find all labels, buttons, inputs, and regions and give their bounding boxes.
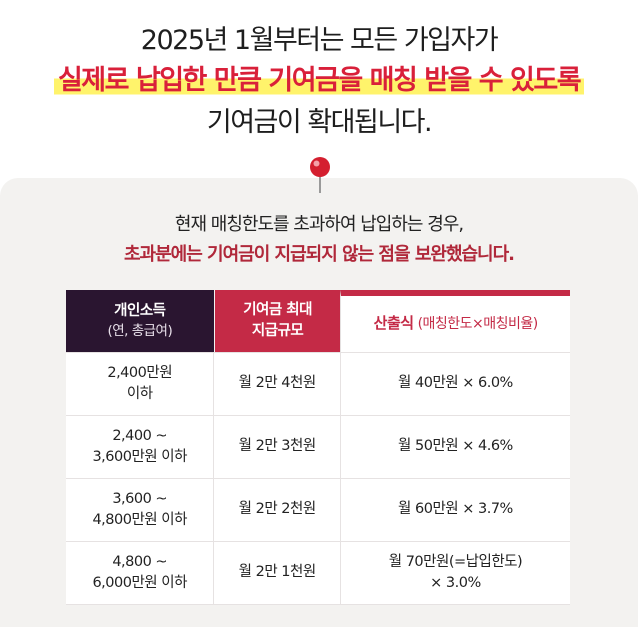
formula-cell: 월 60만원 × 3.7% xyxy=(339,479,570,541)
formula-line-1: 월 60만원 × 3.7% xyxy=(398,501,513,518)
table-header-row: 개인소득 (연, 총급여) 기여금 최대 지급규모 산출식 (매칭한도×매칭비율… xyxy=(66,290,570,352)
header-max-title: 기여금 최대 xyxy=(243,301,312,318)
pushpin-icon xyxy=(310,157,330,193)
intro-line-2: 초과분에는 기여금이 지급되지 않는 점을 보완했습니다. xyxy=(123,244,515,265)
headline-line-3: 기여금이 확대됩니다. xyxy=(206,107,433,138)
header-max: 기여금 최대 지급규모 xyxy=(213,290,341,352)
max-cell: 월 2만 3천원 xyxy=(213,416,340,478)
income-cell: 3,600 ~ 4,800만원 이하 xyxy=(66,479,213,541)
header-formula-label: 산출식 xyxy=(373,314,414,333)
max-cell: 월 2만 2천원 xyxy=(213,479,340,541)
contribution-table: 개인소득 (연, 총급여) 기여금 최대 지급규모 산출식 (매칭한도×매칭비율… xyxy=(66,290,570,605)
formula-line-1: 월 70만원(=납입한도) xyxy=(388,553,523,570)
income-line-1: 3,600 ~ xyxy=(112,490,168,507)
income-line-2: 6,000만원 이하 xyxy=(92,575,187,591)
intro-line-1: 현재 매칭한도를 초과하여 납입하는 경우, xyxy=(174,214,464,235)
income-line-2: 4,800만원 이하 xyxy=(92,512,187,528)
formula-line-1: 월 40만원 × 6.0% xyxy=(398,375,513,392)
formula-line-1: 월 50만원 × 4.6% xyxy=(398,438,513,455)
table-row: 4,800 ~ 6,000만원 이하 월 2만 1천원 월 70만원(=납입한도… xyxy=(66,541,570,605)
header-income-title: 개인소득 xyxy=(114,302,166,319)
income-cell: 4,800 ~ 6,000만원 이하 xyxy=(66,542,213,604)
income-cell: 2,400 ~ 3,600만원 이하 xyxy=(66,416,213,478)
formula-cell: 월 40만원 × 6.0% xyxy=(339,353,570,415)
max-cell: 월 2만 1천원 xyxy=(213,542,340,604)
headline-highlight: 실제로 납입한 만큼 기여금을 매칭 받을 수 있도록 xyxy=(53,58,585,97)
income-line-1: 4,800 ~ xyxy=(112,553,168,570)
max-cell: 월 2만 4천원 xyxy=(213,353,340,415)
header-formula-sub: (매칭한도×매칭비율) xyxy=(417,315,539,332)
income-line-2: 이하 xyxy=(126,386,153,402)
table-row: 3,600 ~ 4,800만원 이하 월 2만 2천원 월 60만원 × 3.7… xyxy=(66,478,570,541)
header-max-sub: 지급규모 xyxy=(251,323,304,339)
headline-line-1: 2025년 1월부터는 모든 가입자가 xyxy=(140,25,499,56)
header-income-sub: (연, 총급여) xyxy=(107,322,173,339)
formula-cell: 월 70만원(=납입한도) × 3.0% xyxy=(339,542,570,604)
table-row: 2,400 ~ 3,600만원 이하 월 2만 3천원 월 50만원 × 4.6… xyxy=(66,415,570,478)
income-cell: 2,400만원 이하 xyxy=(66,353,213,415)
formula-cell: 월 50만원 × 4.6% xyxy=(339,416,570,478)
income-line-2: 3,600만원 이하 xyxy=(92,449,187,465)
header-income: 개인소득 (연, 총급여) xyxy=(66,290,214,352)
headline-line-2: 실제로 납입한 만큼 기여금을 매칭 받을 수 있도록 xyxy=(0,58,638,97)
formula-line-2: × 3.0% xyxy=(430,575,481,591)
income-line-1: 2,400만원 xyxy=(107,364,173,381)
header-formula: 산출식 (매칭한도×매칭비율) xyxy=(340,290,570,352)
table-row: 2,400만원 이하 월 2만 4천원 월 40만원 × 6.0% xyxy=(66,352,570,415)
income-line-1: 2,400 ~ xyxy=(112,427,168,444)
